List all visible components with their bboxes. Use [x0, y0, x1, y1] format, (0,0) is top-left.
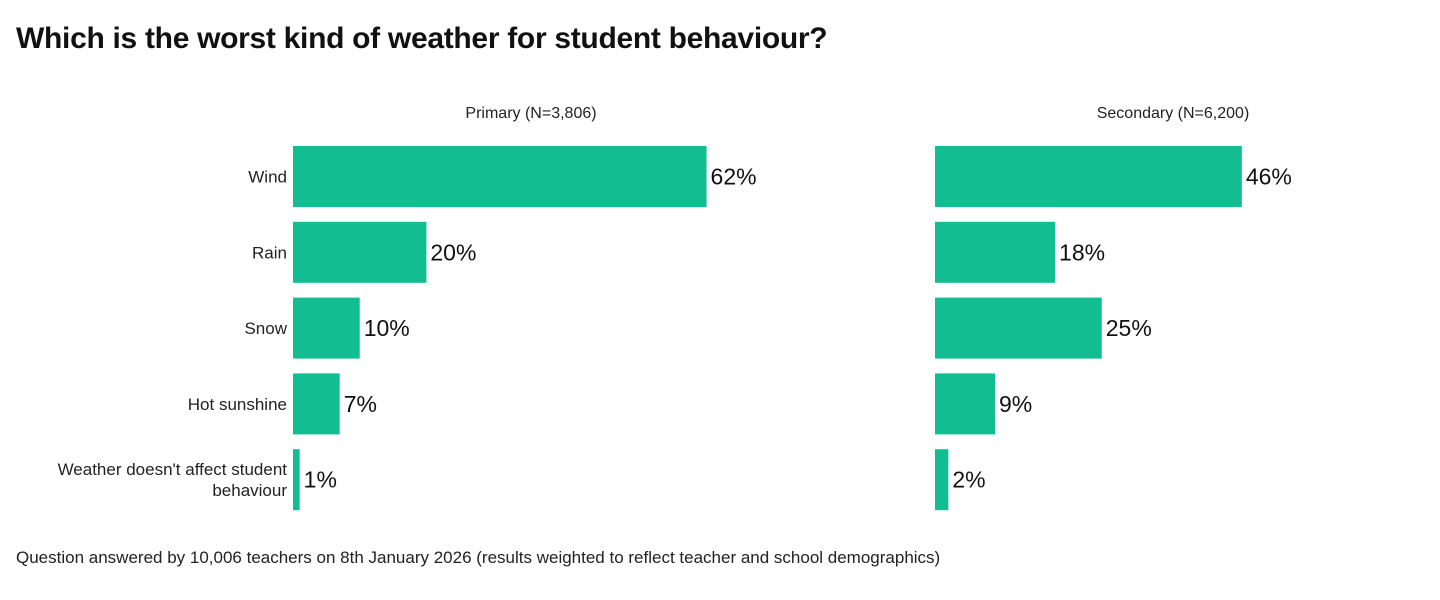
data-label: 25% — [1106, 315, 1152, 341]
bar — [293, 221, 427, 283]
bar — [935, 373, 996, 435]
footnote: Question answered by 10,006 teachers on … — [16, 548, 941, 567]
category-label-line: Snow — [244, 319, 287, 338]
category-label-line: Weather doesn't affect student — [58, 460, 288, 479]
category-label: Hot sunshine — [188, 395, 287, 414]
category-label-line: Hot sunshine — [188, 395, 287, 414]
data-label: 20% — [430, 239, 476, 265]
data-label: 62% — [711, 164, 757, 190]
category-label: Rain — [252, 243, 287, 262]
data-label: 9% — [999, 391, 1032, 417]
category-label-line: Rain — [252, 243, 287, 262]
chart-title: Which is the worst kind of weather for s… — [16, 22, 828, 55]
category-label: Wind — [248, 168, 287, 187]
bar — [293, 373, 340, 435]
panel-title: Secondary (N=6,200) — [1097, 105, 1250, 122]
category-label-line: Wind — [248, 168, 287, 187]
bar — [935, 221, 1056, 283]
bar — [935, 146, 1242, 207]
bar — [935, 449, 949, 511]
category-label: Snow — [244, 319, 287, 338]
data-label: 7% — [344, 391, 377, 417]
data-label: 10% — [364, 315, 410, 341]
data-label: 1% — [304, 467, 337, 493]
data-label: 18% — [1059, 239, 1105, 265]
bar — [293, 297, 360, 359]
category-label-line: behaviour — [212, 481, 287, 500]
bar — [935, 297, 1102, 359]
bar — [293, 449, 300, 511]
bar — [293, 146, 707, 207]
data-label: 46% — [1246, 164, 1292, 190]
category-label: Weather doesn't affect student behaviour — [58, 460, 288, 500]
data-label: 2% — [952, 467, 985, 493]
panel-title: Primary (N=3,806) — [465, 105, 596, 122]
